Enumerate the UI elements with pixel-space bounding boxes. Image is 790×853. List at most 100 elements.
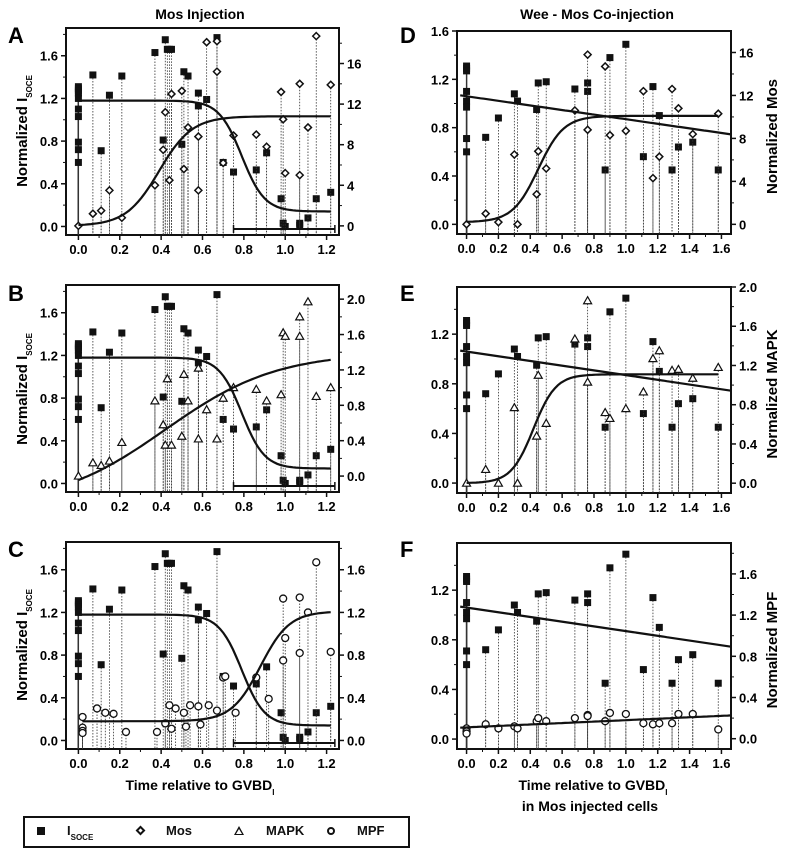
data-point-mpf [667,719,677,728]
x-tick-label: 0.6 [553,756,571,771]
x-tick-label: 0.0 [458,500,476,515]
data-point-mpf [109,709,118,718]
data-point-isoce [622,294,630,302]
data-point-isoce [304,471,312,479]
data-point-isoce [74,415,82,423]
data-point-mapk [541,418,552,427]
data-point-mos [166,89,177,99]
data-point-mos [193,132,203,142]
data-point-isoce [601,423,609,431]
y2-tick-label: 2.0 [347,292,365,307]
data-point-isoce [571,340,579,348]
y2-tick-label: 8 [739,131,746,146]
data-point-mpf [326,647,335,657]
data-point-mos [509,149,519,160]
data-point-mos [104,185,114,195]
open-triangle-icon [234,826,244,835]
data-point-isoce [105,348,113,356]
y-axis-label-main: Normalized I [14,356,31,445]
data-point-isoce [463,647,471,655]
data-point-mapk [218,393,229,402]
data-point-isoce [178,654,186,662]
data-point-isoce [74,346,82,354]
data-point-isoce [252,166,260,174]
data-point-isoce [689,138,697,146]
y2-tick-label: 0.0 [739,476,757,491]
fit-curve [466,373,719,484]
data-point-isoce [463,599,471,607]
y2-tick-label: 0.4 [739,691,758,706]
data-point-mos [654,152,664,162]
data-point-isoce [74,146,82,154]
data-point-mapk [493,477,504,487]
data-point-isoce [97,404,105,412]
data-point-isoce [463,577,471,585]
x-tick-label: 0.8 [235,756,253,771]
data-point-isoce [74,370,82,378]
x-tick-label: 0.2 [111,242,129,257]
y-axis-label-sub: SOCE [25,588,34,611]
data-point-isoce [606,308,614,316]
data-point-isoce [74,138,82,146]
data-point-isoce [534,590,542,598]
data-point-mapk [193,433,204,443]
y2-tick-label: 0.4 [739,437,758,452]
data-point-isoce [180,68,188,76]
data-point-mos [295,170,305,180]
data-point-isoce [118,329,126,337]
data-point-mpf [221,672,230,681]
data-point-mapk [325,382,336,392]
data-point-mos [303,122,313,133]
data-point-mapk [687,373,698,382]
data-point-isoce [533,617,541,625]
panel-e: E 0.0 0.2 0.4 0.6 0.8 1.0 1.2 1.4 1.6 0.0 0.4 0.8 1.2… [400,280,781,515]
y-tick-label: 0.8 [431,377,449,392]
data-point-isoce [74,608,82,616]
x-tick-label: 0.8 [235,499,253,514]
data-point-isoce [74,158,82,166]
data-point-isoce [463,97,471,105]
data-point-mos [179,164,189,174]
data-point-mapk [531,430,542,440]
data-point-mos [212,36,222,46]
data-point-mapk [182,395,194,405]
column-title-right: Wee - Mos Co-injection [520,6,674,22]
data-point-isoce [622,550,630,558]
data-point-isoce [327,188,335,196]
fit-curve [460,94,732,136]
y-tick-label: 0.8 [40,648,58,663]
y-axis-label-sub: SOCE [25,74,34,97]
y2-tick-label: 2.0 [739,280,757,295]
data-point-isoce [118,586,126,594]
fit-curve [460,714,732,729]
data-point-isoce [194,102,202,110]
y-tick-label: 1.2 [40,605,58,620]
y2-axis-label: Normalized Mos [764,79,781,194]
legend-label: MPF [357,823,385,838]
y-tick-label: 1.6 [40,306,58,321]
data-point-isoce [151,49,159,57]
data-point-mpf [204,701,213,710]
y2-tick-label: 1.2 [347,363,365,378]
data-point-isoce [714,166,722,174]
data-point-mapk [201,404,212,414]
data-point-isoce [167,559,175,567]
panel-d: D 0.0 0.2 0.4 0.6 0.8 1.0 1.2 1.4 1.6 0.0 0.4 0.8 1.2… [400,23,781,256]
x-tick-label: 0.6 [553,500,571,515]
data-point-isoce [571,596,579,604]
y-tick-label: 0.0 [431,732,449,747]
y2-tick-label: 0.0 [739,732,757,747]
data-point-isoce [194,603,202,611]
y-tick-label: 1.6 [40,563,58,578]
data-point-mapk [509,402,520,412]
x-tick-label: 0.2 [111,756,129,771]
data-point-mapk [149,395,160,405]
data-point-mapk [311,391,322,401]
data-point-isoce [213,548,221,556]
data-point-isoce [689,651,697,659]
y-tick-label: 0.4 [431,426,450,441]
data-point-isoce [674,143,682,151]
data-point-mos [532,189,542,199]
data-point-mpf [279,656,288,665]
data-point-mos [600,61,610,72]
